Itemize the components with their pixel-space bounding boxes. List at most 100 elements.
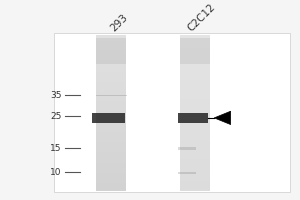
Bar: [96, 154, 126, 156]
Bar: [180, 134, 210, 136]
Bar: [96, 54, 126, 56]
Bar: [180, 115, 210, 117]
Bar: [96, 120, 126, 122]
Bar: [96, 185, 126, 187]
Bar: [96, 173, 126, 175]
Bar: [96, 177, 126, 179]
Bar: [180, 60, 210, 62]
Bar: [180, 95, 210, 97]
Bar: [180, 80, 210, 82]
Bar: [180, 54, 210, 56]
Bar: [96, 142, 126, 144]
Bar: [180, 113, 210, 115]
Bar: [96, 179, 126, 181]
Text: 15: 15: [50, 144, 62, 153]
Bar: [92, 113, 124, 123]
Bar: [96, 85, 126, 87]
Bar: [96, 89, 126, 91]
Bar: [180, 175, 210, 177]
Bar: [96, 38, 126, 64]
Bar: [96, 48, 126, 50]
Bar: [180, 82, 210, 83]
Bar: [96, 58, 126, 60]
Bar: [180, 35, 210, 37]
Bar: [180, 165, 210, 167]
Bar: [180, 163, 210, 165]
Polygon shape: [214, 111, 231, 125]
Bar: [96, 41, 126, 43]
Bar: [180, 44, 210, 46]
Bar: [96, 113, 126, 115]
Bar: [54, 33, 290, 192]
Bar: [180, 43, 210, 44]
Bar: [180, 128, 210, 130]
Bar: [96, 152, 126, 154]
Bar: [180, 107, 210, 109]
Bar: [180, 56, 210, 58]
Bar: [180, 105, 210, 107]
Bar: [96, 82, 126, 83]
Bar: [96, 187, 126, 189]
Bar: [178, 172, 196, 174]
Bar: [96, 132, 126, 134]
Bar: [180, 37, 210, 39]
Bar: [180, 156, 210, 158]
Bar: [96, 117, 126, 119]
Bar: [96, 148, 126, 150]
Text: 293: 293: [108, 12, 129, 33]
Bar: [180, 46, 210, 48]
Bar: [180, 89, 210, 91]
Bar: [180, 74, 210, 76]
Bar: [96, 163, 126, 165]
Bar: [96, 175, 126, 177]
Bar: [96, 99, 126, 101]
Bar: [180, 68, 210, 70]
Bar: [96, 181, 126, 183]
Bar: [96, 46, 126, 48]
Text: 35: 35: [50, 91, 62, 100]
Bar: [180, 38, 210, 64]
Bar: [180, 183, 210, 185]
Bar: [96, 126, 126, 128]
Bar: [96, 52, 126, 54]
Bar: [180, 161, 210, 163]
Bar: [180, 97, 210, 99]
Bar: [180, 70, 210, 72]
Bar: [180, 187, 210, 189]
Bar: [180, 66, 210, 68]
Bar: [180, 83, 210, 85]
Bar: [96, 183, 126, 185]
Bar: [96, 167, 126, 169]
Bar: [96, 136, 126, 138]
Bar: [96, 119, 126, 120]
Bar: [180, 72, 210, 74]
Bar: [96, 122, 126, 124]
Bar: [96, 144, 126, 146]
Bar: [96, 105, 126, 107]
Bar: [180, 78, 210, 80]
Bar: [96, 60, 126, 62]
Bar: [96, 138, 126, 140]
Bar: [96, 109, 126, 111]
Bar: [180, 152, 210, 154]
Bar: [96, 95, 126, 97]
Bar: [96, 74, 126, 76]
Text: 10: 10: [50, 168, 62, 177]
Bar: [96, 70, 126, 72]
Bar: [180, 140, 210, 142]
Bar: [180, 185, 210, 187]
Bar: [96, 72, 126, 74]
Text: 25: 25: [50, 112, 62, 121]
Bar: [180, 35, 210, 191]
Bar: [180, 87, 210, 89]
Bar: [180, 148, 210, 150]
Bar: [180, 177, 210, 179]
Bar: [180, 132, 210, 134]
Bar: [180, 173, 210, 175]
Bar: [96, 140, 126, 142]
Bar: [180, 142, 210, 144]
Bar: [96, 169, 126, 171]
Bar: [180, 41, 210, 43]
Bar: [180, 99, 210, 101]
Bar: [180, 111, 210, 113]
